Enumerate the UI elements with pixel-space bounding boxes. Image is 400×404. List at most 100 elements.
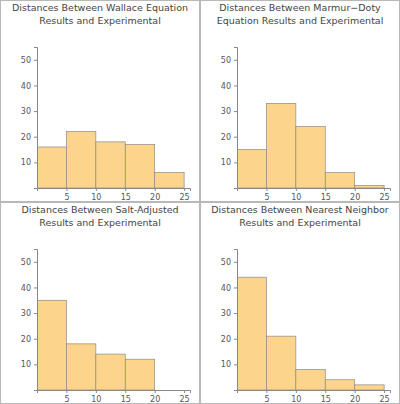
tick-mark (34, 364, 37, 365)
tick-mark (266, 188, 267, 191)
tick: 20 (21, 133, 37, 142)
title-line: Distances Between Marmur−Doty (219, 2, 381, 13)
tick-mark (234, 262, 237, 263)
tick-label: 10 (221, 360, 231, 369)
bar (96, 142, 125, 188)
tick: 10 (291, 390, 301, 404)
panel-border (201, 1, 400, 202)
panel-border (1, 203, 200, 404)
tick-mark (155, 188, 156, 191)
tick-mark (234, 85, 237, 86)
axis-line (234, 250, 238, 391)
tick: 20 (150, 188, 160, 202)
tick: 10 (291, 188, 301, 202)
tick-mark (34, 262, 37, 263)
tick-label: 20 (221, 335, 231, 344)
tick-mark (234, 137, 237, 138)
tick: 25 (180, 390, 190, 404)
tick-label: 40 (21, 284, 31, 293)
tick-label: 5 (264, 193, 269, 202)
x-axis: 510152025 (38, 188, 191, 202)
tick-mark (34, 313, 37, 314)
x-axis: 5 10 15 20 25 (238, 390, 391, 404)
bar (325, 173, 354, 188)
tick: 50 (221, 258, 237, 267)
y-axis: 10 20 30 40 50 (21, 48, 38, 189)
tick: 30 (21, 107, 37, 116)
tick-mark (184, 390, 185, 393)
tick: 50 (21, 258, 37, 267)
bar (237, 277, 266, 390)
axis-line (34, 250, 38, 391)
tick: 15 (321, 390, 331, 404)
tick-label: 30 (21, 107, 31, 116)
tick-mark (34, 85, 37, 86)
axis-line (238, 189, 391, 192)
tick-mark (384, 188, 385, 191)
tick-mark (234, 60, 237, 61)
tick: 50 (221, 56, 237, 65)
title-line: Distances Between Nearest Neighbor (211, 204, 389, 215)
bars (237, 103, 384, 188)
tick-label: 10 (21, 158, 31, 167)
tick-label: 15 (321, 395, 331, 404)
tick: 5 (264, 390, 269, 404)
tick: 15 (121, 188, 131, 202)
tick: 30 (21, 309, 37, 318)
tick-mark (234, 339, 237, 340)
tick-label: 30 (221, 107, 231, 116)
panel: Distances Between Salt-AdjustedResults a… (1, 203, 200, 404)
tick-label: 20 (350, 193, 360, 202)
tick: 20 (221, 133, 237, 142)
bar (37, 300, 66, 390)
tick-mark (325, 188, 326, 191)
tick: 5 (264, 188, 269, 202)
title-line: Equation Results and Experimental (217, 15, 384, 26)
tick-label: 20 (150, 395, 160, 404)
bars (237, 277, 384, 390)
tick-label: 25 (180, 395, 190, 404)
bar (296, 126, 325, 188)
tick: 25 (380, 188, 390, 202)
title: Distances Between Nearest NeighborResult… (211, 204, 389, 228)
axis-line (38, 391, 191, 394)
tick-mark (34, 137, 37, 138)
tick: 10 (21, 158, 37, 167)
tick: 30 (221, 309, 237, 318)
tick-label: 15 (121, 395, 131, 404)
tick-mark (296, 188, 297, 191)
tick-label: 20 (150, 193, 160, 202)
tick: 20 (221, 335, 237, 344)
axis-line (38, 189, 191, 192)
tick: 40 (21, 82, 37, 91)
panel-border (201, 203, 400, 404)
bar (237, 150, 266, 188)
bar (125, 359, 154, 390)
tick-mark (34, 111, 37, 112)
tick: 20 (350, 390, 360, 404)
tick: 10 (221, 360, 237, 369)
tick: 15 (121, 390, 131, 404)
tick-label: 5 (264, 395, 269, 404)
bar (325, 380, 354, 390)
tick-label: 20 (350, 395, 360, 404)
bar (66, 132, 95, 188)
tick: 40 (21, 284, 37, 293)
tick-label: 50 (221, 258, 231, 267)
tick-label: 40 (221, 82, 231, 91)
tick-label: 20 (221, 133, 231, 142)
bar (355, 385, 384, 390)
tick: 50 (21, 56, 37, 65)
tick-mark (34, 339, 37, 340)
tick-mark (184, 188, 185, 191)
tick-label: 40 (21, 82, 31, 91)
title-line: Results and Experimental (39, 15, 161, 26)
tick: 25 (180, 188, 190, 202)
tick-label: 20 (21, 335, 31, 344)
tick: 10 (91, 390, 101, 404)
bar (296, 369, 325, 390)
tick-mark (34, 287, 37, 288)
title-line: Results and Experimental (39, 217, 161, 228)
tick-label: 25 (380, 395, 390, 404)
tick-mark (66, 188, 67, 191)
